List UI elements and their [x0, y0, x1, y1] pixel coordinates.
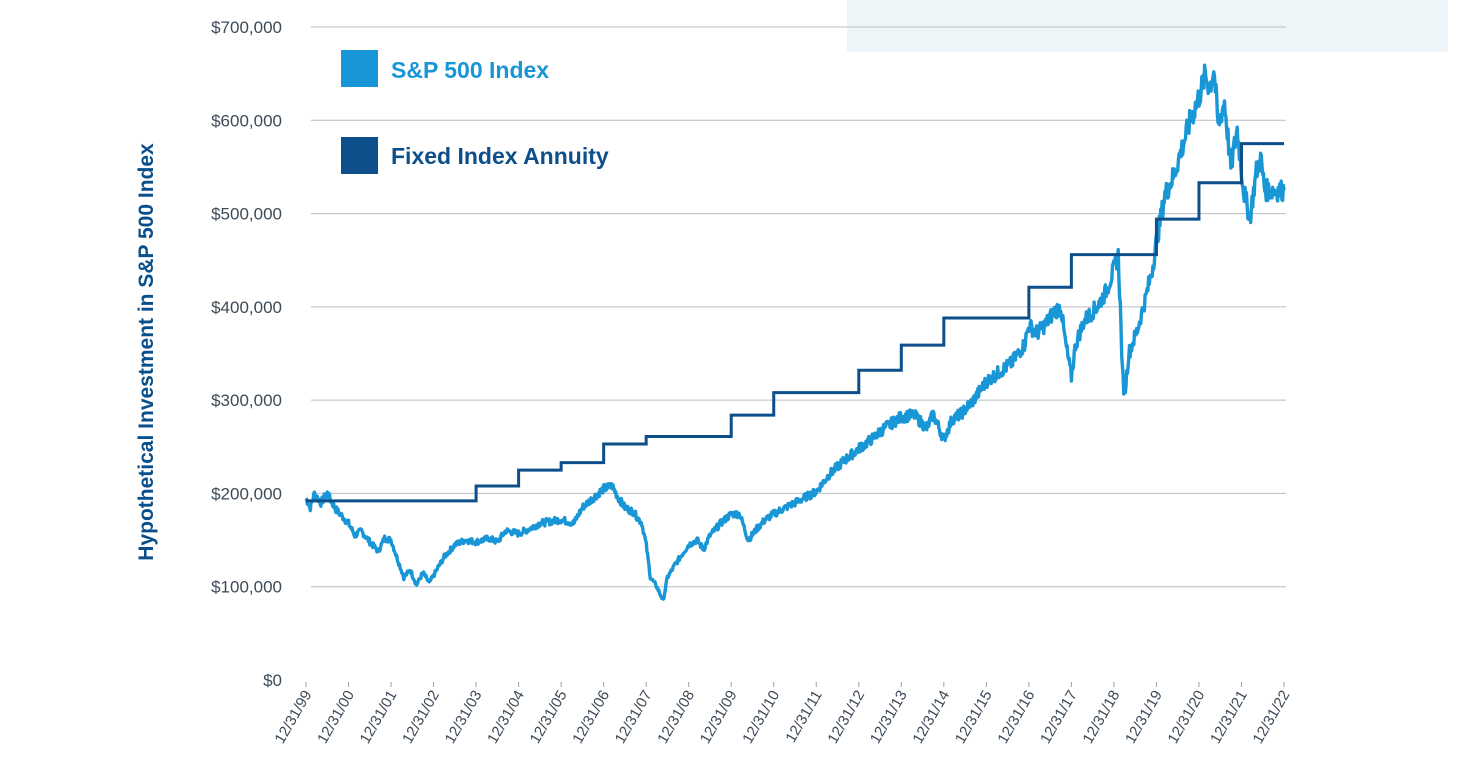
x-tick-label: 12/31/01: [357, 688, 401, 747]
legend-label-fixed-index-annuity: Fixed Index Annuity: [391, 143, 609, 169]
y-tick-label: $700,000: [211, 18, 282, 37]
x-tick-label: 12/31/10: [739, 688, 783, 747]
series-line-fixed-index-annuity: [306, 142, 1284, 503]
x-tick-label: 12/31/20: [1165, 688, 1209, 747]
y-tick-label: $0: [263, 671, 282, 690]
legend-label-sp500: S&P 500 Index: [391, 57, 549, 83]
x-tick-label: 12/31/18: [1079, 688, 1123, 747]
legend-swatch-sp500: [341, 50, 378, 87]
y-tick-label: $600,000: [211, 111, 282, 130]
x-tick-label: 12/31/09: [697, 688, 741, 747]
series-line-sp500: [304, 63, 1286, 601]
x-tick-label: 12/31/21: [1207, 688, 1251, 747]
x-tick-label: 12/31/13: [867, 688, 911, 747]
y-tick-label: $200,000: [211, 484, 282, 503]
x-tick-label: 12/31/00: [314, 688, 358, 747]
y-tick-label: $100,000: [211, 578, 282, 597]
x-axis-ticks: 12/31/9912/31/0012/31/0112/31/0212/31/03…: [272, 682, 1294, 747]
x-tick-label: 12/31/11: [782, 688, 825, 746]
x-tick-label: 12/31/04: [484, 688, 528, 747]
x-tick-label: 12/31/17: [1037, 688, 1081, 747]
x-tick-label: 12/31/99: [272, 688, 316, 747]
y-axis-label: Hypothetical Investment in S&P 500 Index: [135, 143, 158, 561]
x-tick-label: 12/31/05: [527, 688, 571, 747]
top-right-panel: [847, 0, 1448, 52]
x-tick-label: 12/31/22: [1250, 688, 1294, 747]
x-tick-label: 12/31/03: [442, 688, 486, 747]
legend: S&P 500 Index Fixed Index Annuity: [341, 50, 609, 174]
x-tick-label: 12/31/14: [909, 688, 953, 747]
x-tick-label: 12/31/19: [1122, 688, 1166, 747]
y-tick-label: $500,000: [211, 205, 282, 224]
x-tick-label: 12/31/07: [612, 688, 656, 747]
gridlines: [311, 26, 1286, 588]
x-tick-label: 12/31/12: [824, 688, 868, 747]
x-tick-label: 12/31/06: [569, 688, 613, 747]
y-axis-ticks: $0 $100,000 $200,000 $300,000 $400,000 $500,0…: [211, 18, 282, 690]
y-tick-label: $400,000: [211, 298, 282, 317]
y-tick-label: $300,000: [211, 391, 282, 410]
legend-swatch-fixed-index-annuity: [341, 137, 378, 174]
x-tick-label: 12/31/16: [994, 688, 1038, 747]
x-tick-label: 12/31/15: [952, 688, 996, 747]
x-tick-label: 12/31/08: [654, 688, 698, 747]
x-tick-label: 12/31/02: [399, 688, 443, 747]
